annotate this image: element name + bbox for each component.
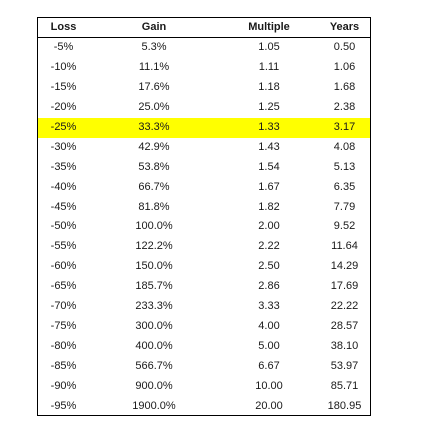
cell-years[interactable]: 1.68 xyxy=(333,80,356,93)
cell-years[interactable]: 22.22 xyxy=(330,300,359,313)
cell-gain[interactable]: 66.7% xyxy=(138,180,170,193)
cell-gain[interactable]: 53.8% xyxy=(138,160,170,173)
cell-gain[interactable]: 5.3% xyxy=(141,41,167,53)
cell-years[interactable]: 11.64 xyxy=(331,240,358,253)
cell-gain[interactable]: 122.2% xyxy=(135,240,173,253)
cell-years[interactable]: 28.57 xyxy=(330,320,359,333)
header-gain[interactable]: Gain xyxy=(141,21,167,33)
cell-years[interactable]: 5.13 xyxy=(333,160,356,173)
cell-loss[interactable]: -25% xyxy=(38,117,89,138)
cell-years[interactable]: 85.71 xyxy=(330,379,359,392)
header-multiple[interactable]: Multiple xyxy=(248,21,290,33)
cell-multiple[interactable]: 10.00 xyxy=(255,379,283,392)
cell-years[interactable]: 14.29 xyxy=(330,260,359,273)
cell-loss[interactable]: -90% xyxy=(50,379,77,392)
cell-multiple[interactable]: 1.11 xyxy=(258,60,280,73)
cell-multiple[interactable]: 1.25 xyxy=(258,100,280,113)
cell-multiple[interactable]: 1.05 xyxy=(258,41,280,53)
cell-multiple[interactable]: 2.22 xyxy=(258,240,280,253)
cell-multiple[interactable]: 2.86 xyxy=(258,280,280,293)
cell-multiple[interactable]: 1.54 xyxy=(258,160,280,173)
cell-years[interactable]: 4.08 xyxy=(333,140,356,153)
cell-gain[interactable]: 25.0% xyxy=(138,100,170,113)
cell-multiple[interactable]: 3.33 xyxy=(258,300,280,313)
cell-loss[interactable]: -95% xyxy=(50,399,77,412)
cell-years[interactable]: 9.52 xyxy=(333,220,356,233)
cell-years[interactable]: 3.17 xyxy=(319,117,370,138)
cell-years[interactable]: 7.79 xyxy=(333,200,356,213)
cell-gain[interactable]: 300.0% xyxy=(135,320,173,333)
cell-loss[interactable]: -10% xyxy=(50,60,77,73)
cell-multiple[interactable]: 1.67 xyxy=(258,180,280,193)
cell-loss[interactable]: -75% xyxy=(50,320,77,333)
cell-gain[interactable]: 1900.0% xyxy=(132,399,176,412)
cell-multiple[interactable]: 1.82 xyxy=(258,200,280,213)
cell-multiple[interactable]: 2.50 xyxy=(258,260,280,273)
cell-multiple[interactable]: 2.00 xyxy=(258,220,280,233)
cell-loss[interactable]: -45% xyxy=(50,200,77,213)
cell-loss[interactable]: -15% xyxy=(50,80,77,93)
cell-gain[interactable]: 11.1% xyxy=(138,60,170,73)
cell-multiple[interactable]: 20.00 xyxy=(255,399,283,412)
loss-gain-table: Loss Gain Multiple Years -5% 5.3% 1.05 0.50… xyxy=(37,17,371,416)
cell-years[interactable]: 53.97 xyxy=(330,360,359,372)
cell-loss[interactable]: -40% xyxy=(50,180,77,193)
cell-loss[interactable]: -80% xyxy=(50,340,77,353)
cell-loss[interactable]: -70% xyxy=(50,300,77,313)
cell-multiple[interactable]: 1.43 xyxy=(258,140,280,153)
cell-gain[interactable]: 566.7% xyxy=(135,360,173,372)
cell-loss[interactable]: -50% xyxy=(50,220,77,233)
cell-loss[interactable]: -55% xyxy=(50,240,77,253)
cell-gain[interactable]: 400.0% xyxy=(135,340,173,353)
cell-gain[interactable]: 17.6% xyxy=(138,80,170,93)
cell-multiple[interactable]: 5.00 xyxy=(258,340,280,353)
cell-years[interactable]: 38.10 xyxy=(330,340,359,353)
cell-loss[interactable]: -60% xyxy=(50,260,77,273)
cell-gain[interactable]: 150.0% xyxy=(135,260,173,273)
cell-gain[interactable]: 900.0% xyxy=(135,379,173,392)
cell-gain[interactable]: 81.8% xyxy=(138,200,170,213)
cell-loss[interactable]: -5% xyxy=(53,41,74,53)
cell-gain[interactable]: 185.7% xyxy=(135,280,173,293)
cell-multiple[interactable]: 1.33 xyxy=(219,117,319,138)
cell-years[interactable]: 6.35 xyxy=(333,180,356,193)
cell-gain[interactable]: 42.9% xyxy=(138,140,170,153)
cell-loss[interactable]: -20% xyxy=(50,100,77,113)
cell-gain[interactable]: 100.0% xyxy=(135,220,173,233)
cell-multiple[interactable]: 4.00 xyxy=(258,320,280,333)
header-loss[interactable]: Loss xyxy=(50,21,77,33)
header-years[interactable]: Years xyxy=(329,21,360,33)
cell-multiple[interactable]: 1.18 xyxy=(258,80,280,93)
cell-years[interactable]: 17.69 xyxy=(330,280,359,293)
cell-loss[interactable]: -65% xyxy=(50,280,77,293)
cell-years[interactable]: 2.38 xyxy=(333,100,356,113)
cell-gain[interactable]: 233.3% xyxy=(135,300,173,313)
cell-years[interactable]: 0.50 xyxy=(333,41,356,53)
cell-gain[interactable]: 33.3% xyxy=(89,117,219,138)
header-divider xyxy=(38,37,370,38)
table-grid: Loss Gain Multiple Years -5% 5.3% 1.05 0.50… xyxy=(38,18,370,417)
cell-loss[interactable]: -35% xyxy=(50,160,77,173)
cell-loss[interactable]: -30% xyxy=(50,140,77,153)
cell-years[interactable]: 1.06 xyxy=(333,60,356,73)
cell-years[interactable]: 180.95 xyxy=(327,399,362,412)
cell-loss[interactable]: -85% xyxy=(50,360,77,372)
cell-multiple[interactable]: 6.67 xyxy=(258,360,280,372)
